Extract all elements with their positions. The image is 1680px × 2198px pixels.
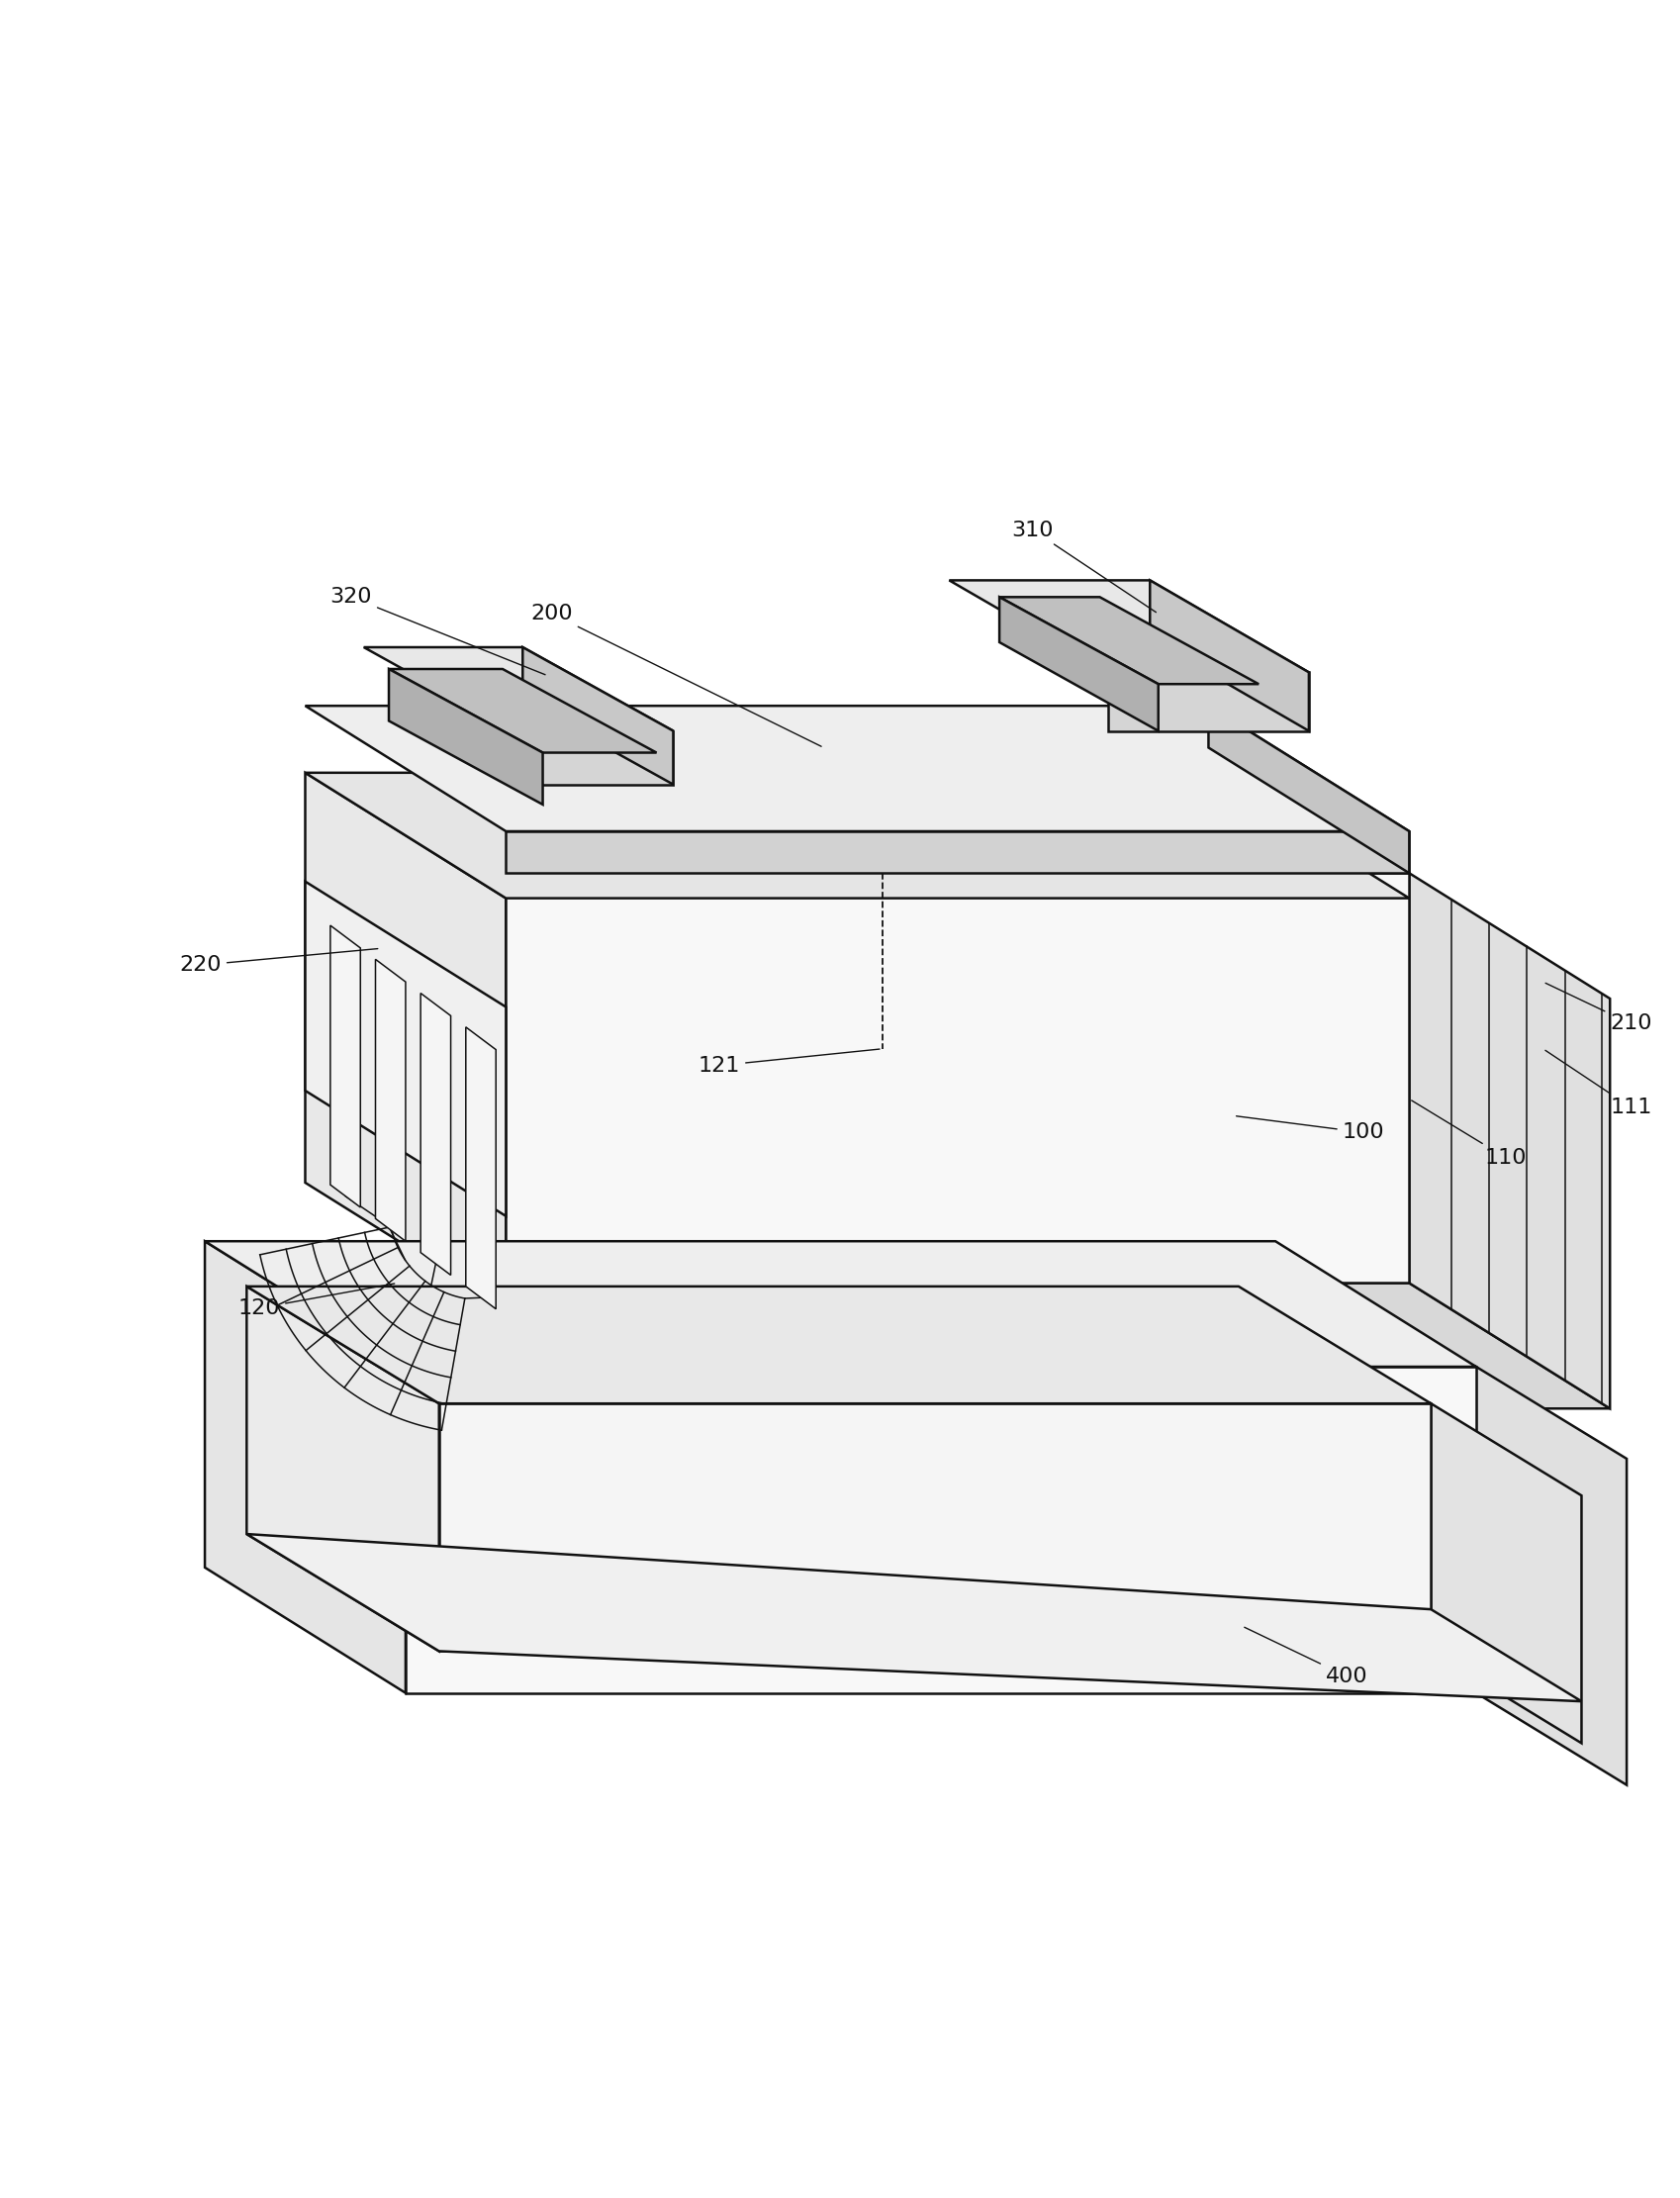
Polygon shape xyxy=(506,1284,1609,1409)
Polygon shape xyxy=(388,668,543,804)
Polygon shape xyxy=(465,1026,496,1310)
Text: 220: 220 xyxy=(180,950,378,976)
Text: 121: 121 xyxy=(697,1048,879,1075)
Polygon shape xyxy=(522,646,672,785)
Polygon shape xyxy=(205,1242,405,1692)
Polygon shape xyxy=(506,873,1408,1284)
Polygon shape xyxy=(1208,706,1408,873)
Text: 100: 100 xyxy=(1235,1117,1384,1143)
Text: 111: 111 xyxy=(1544,1051,1651,1117)
Polygon shape xyxy=(1475,1367,1626,1785)
Polygon shape xyxy=(247,1286,438,1651)
Text: 320: 320 xyxy=(329,587,544,675)
Polygon shape xyxy=(329,925,360,1207)
Polygon shape xyxy=(1000,598,1158,732)
Polygon shape xyxy=(1149,580,1309,732)
Polygon shape xyxy=(247,1286,1430,1405)
Polygon shape xyxy=(306,774,1408,899)
Polygon shape xyxy=(306,774,506,1308)
Text: 210: 210 xyxy=(1544,983,1651,1033)
Polygon shape xyxy=(514,732,672,785)
Polygon shape xyxy=(306,881,506,1215)
Polygon shape xyxy=(205,1242,1475,1367)
Polygon shape xyxy=(420,993,450,1275)
Text: 120: 120 xyxy=(239,1284,395,1319)
Text: 200: 200 xyxy=(531,604,822,747)
Polygon shape xyxy=(375,958,405,1242)
Text: 400: 400 xyxy=(1243,1627,1368,1686)
Text: 110: 110 xyxy=(1411,1101,1525,1167)
Polygon shape xyxy=(247,1534,1581,1701)
Polygon shape xyxy=(949,580,1309,673)
Polygon shape xyxy=(405,1367,1475,1692)
Polygon shape xyxy=(388,668,657,752)
Polygon shape xyxy=(506,831,1408,873)
Polygon shape xyxy=(1107,673,1309,732)
Polygon shape xyxy=(1408,873,1609,1409)
Polygon shape xyxy=(438,1405,1430,1651)
Polygon shape xyxy=(1430,1405,1581,1743)
Polygon shape xyxy=(306,706,1408,831)
Text: 310: 310 xyxy=(1011,521,1156,613)
Polygon shape xyxy=(363,646,672,732)
Polygon shape xyxy=(1000,598,1258,684)
